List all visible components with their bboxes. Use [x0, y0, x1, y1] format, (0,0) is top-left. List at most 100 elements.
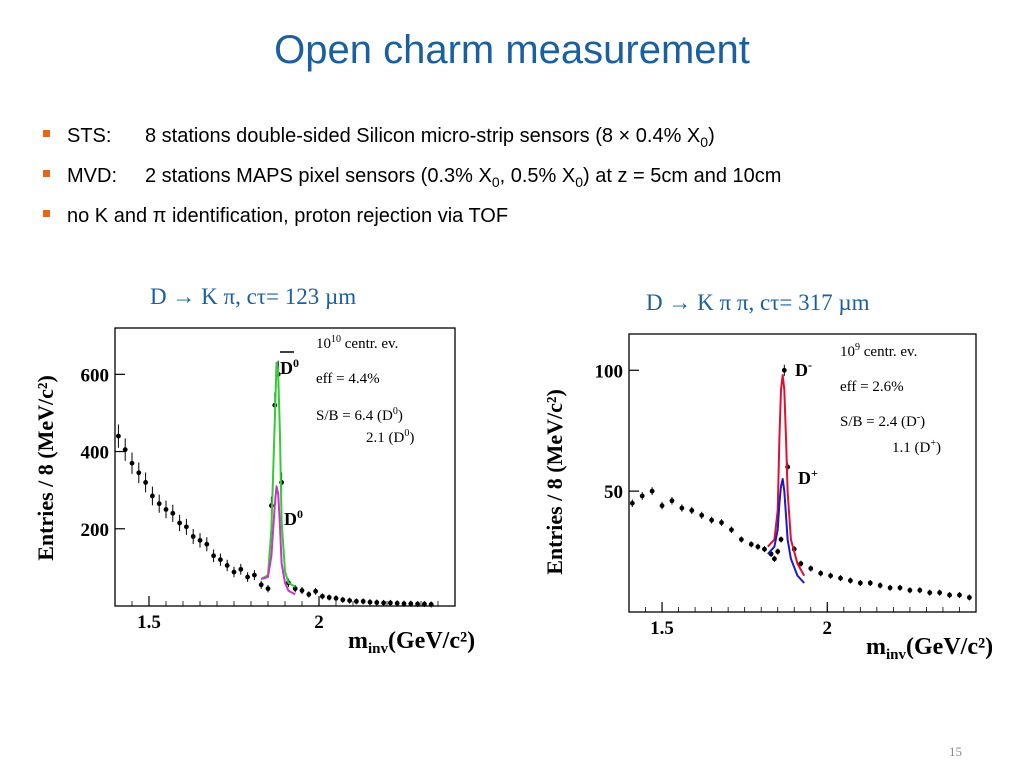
- data-point: [388, 600, 393, 606]
- data-point: [775, 549, 781, 554]
- left-chart: 1.5 2 200 400 600 Entries / 8 (MeV/c²) minv(…: [33, 327, 475, 657]
- fit-curve: [260, 361, 296, 588]
- bullet-text: ) at z = 5cm and 10cm: [583, 165, 782, 187]
- x-tick-label: 1.5: [650, 618, 674, 639]
- efficiency-text: eff = 2.6%: [840, 379, 904, 395]
- data-point: [927, 590, 933, 596]
- data-point: [947, 592, 952, 598]
- data-point: [729, 527, 734, 533]
- info-box: 1010 centr. ev. eff = 4.4% S/B = 6.4 (D0…: [316, 334, 414, 446]
- data-point: [639, 493, 645, 499]
- data-point: [156, 501, 162, 507]
- data-point: [709, 517, 715, 523]
- sb2-text: 1.1 (D+): [892, 438, 941, 456]
- data-point: [177, 520, 183, 526]
- data-point: [659, 503, 665, 509]
- data-point: [679, 505, 685, 511]
- data-point: [966, 595, 972, 600]
- slide-title: Open charm measurement: [274, 28, 750, 72]
- bullet-text: , 0.5% X: [499, 165, 576, 187]
- data-point: [360, 598, 366, 604]
- data-point: [867, 580, 873, 586]
- sb-text: S/B = 2.4 (D-): [840, 412, 925, 430]
- data-point: [306, 592, 312, 597]
- x-tick-label: 2: [314, 612, 324, 633]
- y-tick-label: 50: [604, 482, 623, 503]
- data-point: [354, 598, 359, 604]
- events-text: 1010 centr. ev.: [316, 334, 398, 352]
- right-chart: 1.5 2 50 100 Entries / 8 (MeV/c²) minv(GeV/…: [542, 333, 993, 663]
- data-point: [367, 599, 373, 605]
- data-point: [887, 585, 893, 591]
- x-tick-label: 2: [823, 618, 833, 639]
- data-point: [252, 572, 257, 578]
- data-point: [326, 595, 332, 600]
- square-bullet-icon: [43, 210, 50, 217]
- y-axis-label: Entries / 8 (MeV/c²): [542, 389, 567, 575]
- data-point: [136, 470, 142, 476]
- data-point: [245, 574, 251, 580]
- data-point: [313, 588, 318, 594]
- data-point: [340, 597, 346, 603]
- peak-label-lower: D+: [798, 466, 818, 488]
- y-tick-label: 400: [81, 443, 110, 464]
- data-point: [143, 480, 148, 485]
- data-point: [818, 570, 824, 576]
- right-plot-heading: D → K π π, cτ= 317 µm: [646, 290, 870, 315]
- efficiency-text: eff = 4.4%: [316, 371, 380, 387]
- data-point: [238, 566, 244, 572]
- bullet-text: no K and π identification, proton reject…: [67, 205, 509, 227]
- sb2-text: 2.1 (D0): [366, 428, 414, 446]
- subscript: 0: [575, 174, 584, 190]
- data-point: [778, 537, 784, 542]
- data-point: [649, 488, 655, 494]
- bullet-list: STS: 8 stations double-sided Silicon micr…: [42, 122, 781, 242]
- data-point: [347, 598, 352, 603]
- data-point: [897, 585, 903, 591]
- plot-frame: [628, 333, 977, 613]
- data-point: [415, 601, 420, 607]
- bullet-text: 2 stations MAPS pixel sensors (0.3% X: [145, 165, 492, 187]
- data-point: [808, 566, 814, 571]
- data-point: [211, 553, 217, 559]
- events-text: 109 centr. ev.: [840, 342, 917, 360]
- data-point: [258, 582, 264, 588]
- data-point: [689, 508, 695, 513]
- subscript: 0: [491, 174, 500, 190]
- data-point: [738, 537, 744, 542]
- peak-label-upper: D0: [280, 356, 299, 378]
- fit-curve: [767, 478, 805, 584]
- data-point: [150, 493, 155, 499]
- data-point: [877, 583, 883, 588]
- data-point: [957, 592, 962, 598]
- data-point: [394, 600, 400, 606]
- bullet-text: 8 stations double-sided Silicon micro-st…: [145, 125, 701, 147]
- y-tick-label: 200: [81, 520, 110, 541]
- data-point: [848, 578, 853, 583]
- bullet-sts: STS: 8 stations double-sided Silicon micr…: [42, 122, 781, 162]
- data-point: [408, 601, 414, 607]
- x-axis-label: minv(GeV/c²): [866, 634, 993, 663]
- sb-text: S/B = 6.4 (D0): [316, 406, 403, 424]
- data-point: [265, 586, 271, 592]
- bullet-mvd: MVD: 2 stations MAPS pixel sensors (0.3% …: [42, 162, 781, 202]
- data-point: [129, 460, 135, 466]
- info-box: 109 centr. ev. eff = 2.6% S/B = 2.4 (D-)…: [840, 342, 941, 456]
- square-bullet-icon: [43, 170, 50, 177]
- data-point: [218, 557, 223, 563]
- data-point: [798, 561, 804, 567]
- bullet-label: MVD:: [67, 165, 117, 187]
- data-point: [755, 544, 761, 550]
- peak-label-upper: D-: [795, 358, 812, 380]
- data-point: [224, 563, 230, 568]
- data-point: [781, 367, 787, 373]
- data-point: [320, 593, 325, 599]
- data-point: [116, 433, 121, 439]
- data-point: [170, 510, 176, 516]
- data-point: [828, 573, 833, 579]
- data-point: [907, 587, 913, 593]
- y-tick-label: 600: [81, 365, 110, 386]
- data-point: [333, 595, 339, 601]
- data-point: [231, 569, 237, 575]
- peak-label-lower: D0: [284, 507, 303, 529]
